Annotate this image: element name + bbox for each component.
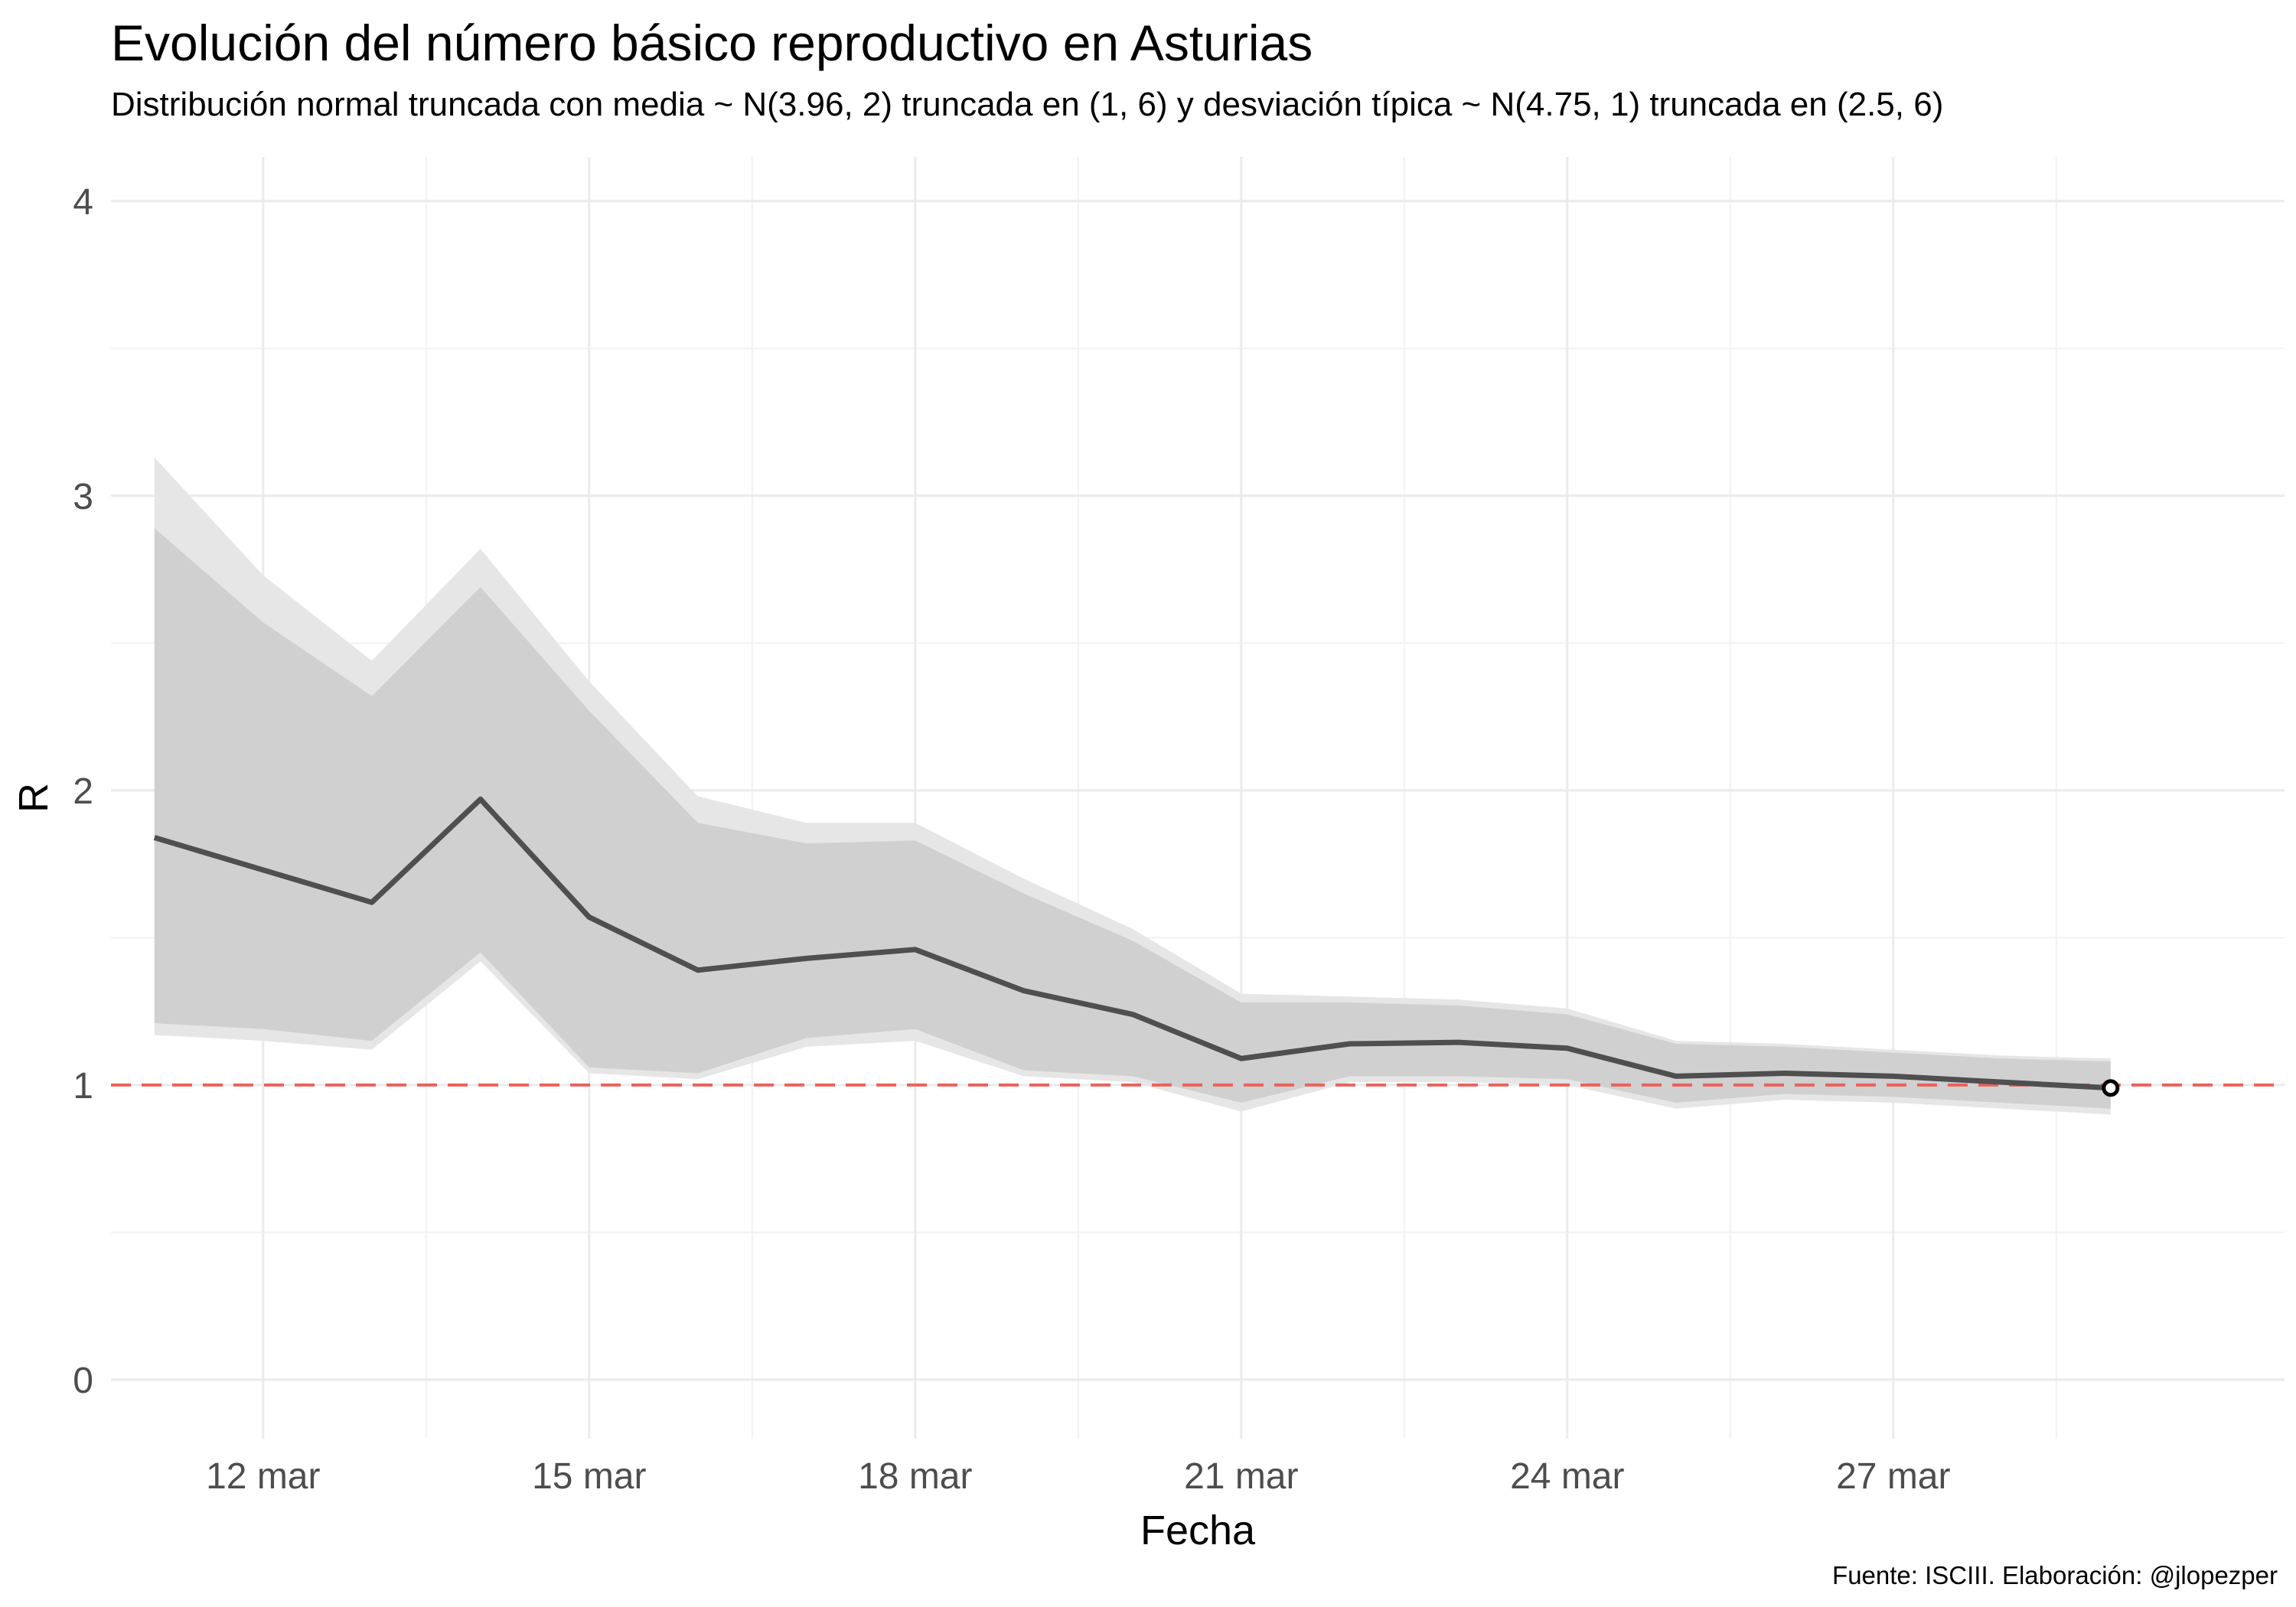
x-tick-label: 18 mar [858,1456,972,1497]
x-tick-labels: 12 mar 15 mar 18 mar 21 mar 24 mar 27 mar [206,1456,1950,1497]
source-caption: Fuente: ISCIII. Elaboración: @jlopezper [1832,1561,2278,1589]
x-tick-label: 21 mar [1184,1456,1298,1497]
y-tick-label: 3 [73,477,93,517]
x-axis-title: Fecha [1140,1508,1256,1553]
confidence-bands [154,457,2111,1115]
y-tick-label: 0 [73,1361,93,1401]
x-tick-label: 12 mar [206,1456,320,1497]
band-inner [154,528,2111,1109]
series-line [153,796,2111,1091]
chart-subtitle: Distribución normal truncada con media ~… [111,86,1944,123]
end-point-marker [2102,1079,2120,1097]
y-axis-title: R [11,783,57,813]
chart-title: Evolución del número básico reproductivo… [111,15,1313,71]
y-tick-label: 2 [73,771,93,812]
x-tick-label: 15 mar [532,1456,646,1497]
y-tick-label: 4 [73,182,93,223]
series-lines [153,796,2120,1097]
x-tick-label: 24 mar [1510,1456,1624,1497]
minor-gridlines [111,157,2285,1439]
x-tick-label: 27 mar [1836,1456,1950,1497]
y-tick-labels: 0 1 2 3 4 [73,182,93,1401]
y-tick-label: 1 [73,1066,93,1107]
